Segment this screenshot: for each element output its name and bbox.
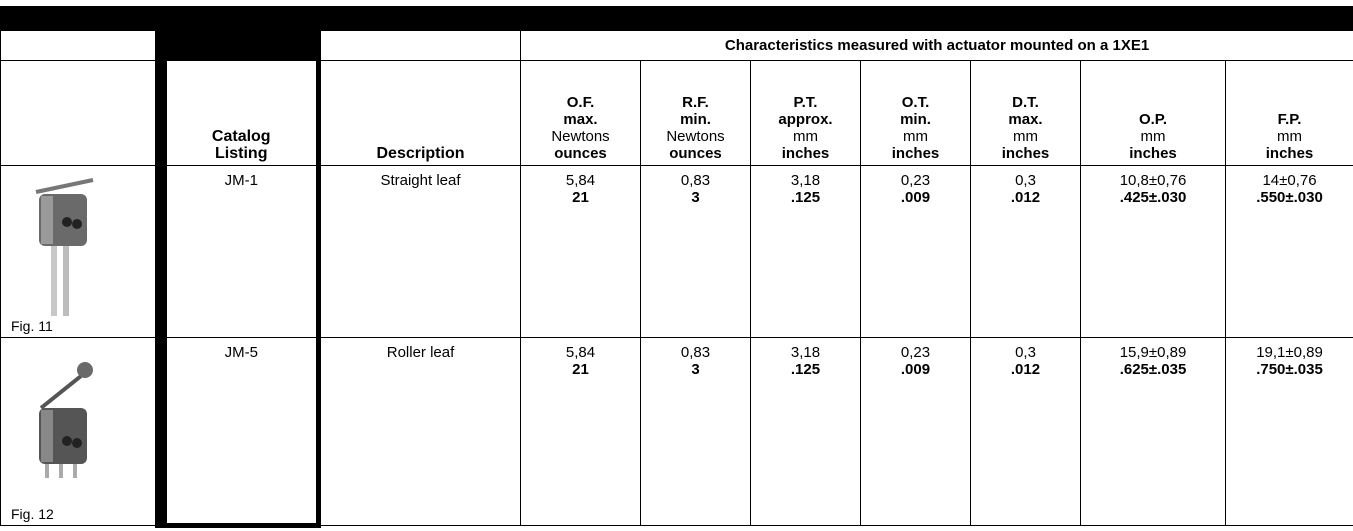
spec-value: 0,23.009 <box>861 338 971 526</box>
spec-qualifier: min. <box>641 111 750 128</box>
metric-value: 0,83 <box>641 172 750 189</box>
metric-unit: Newtons <box>641 128 750 145</box>
spec-value: 3,18.125 <box>751 166 861 338</box>
metric-value: 14±0,76 <box>1226 172 1353 189</box>
catalog-header: Catalog Listing <box>161 61 319 166</box>
imperial-value: 3 <box>641 361 750 378</box>
imperial-value: .425±.030 <box>1081 189 1225 206</box>
spec-table: Characteristics measured with actuator m… <box>0 30 1353 528</box>
spec-value: 15,9±0,89.625±.035 <box>1081 338 1226 526</box>
spec-qualifier: min. <box>861 111 970 128</box>
spec-name: R.F. <box>641 94 750 111</box>
product-image-cell: Fig. 11 <box>1 166 161 338</box>
empty-cell <box>1 61 161 166</box>
spec-name: O.F. <box>521 94 640 111</box>
metric-unit: mm <box>1226 128 1353 145</box>
imperial-value: 21 <box>521 189 640 206</box>
metric-unit: mm <box>1081 128 1225 145</box>
imperial-unit: inches <box>861 145 970 162</box>
metric-value: 19,1±0,89 <box>1226 344 1353 361</box>
imperial-value: .625±.035 <box>1081 361 1225 378</box>
product-image-cell: Fig. 12 <box>1 338 161 526</box>
metric-value: 5,84 <box>521 344 640 361</box>
catalog-header-top <box>161 31 319 61</box>
metric-value: 0,3 <box>971 344 1080 361</box>
imperial-value: .125 <box>751 361 860 378</box>
catalog-header-text: Catalog Listing <box>201 128 281 162</box>
imperial-value: .125 <box>751 189 860 206</box>
metric-value: 3,18 <box>751 172 860 189</box>
empty-cell <box>319 31 521 61</box>
document: Characteristics measured with actuator m… <box>0 6 1353 531</box>
group-header: Characteristics measured with actuator m… <box>521 31 1353 61</box>
imperial-value: .009 <box>861 361 970 378</box>
spec-value: 3,18.125 <box>751 338 861 526</box>
metric-value: 0,3 <box>971 172 1080 189</box>
spec-name: O.P. <box>1081 111 1225 128</box>
spec-value: 0,3.012 <box>971 338 1081 526</box>
imperial-value: 3 <box>641 189 750 206</box>
imperial-value: 21 <box>521 361 640 378</box>
description-cell: Roller leaf <box>319 338 521 526</box>
imperial-unit: inches <box>1081 145 1225 162</box>
imperial-unit: inches <box>971 145 1080 162</box>
spec-name: P.T. <box>751 94 860 111</box>
spec-value: 10,8±0,76.425±.030 <box>1081 166 1226 338</box>
catalog-cell: JM-5 <box>161 338 319 526</box>
imperial-value: .550±.030 <box>1226 189 1353 206</box>
metric-value: 0,83 <box>641 344 750 361</box>
imperial-unit: ounces <box>641 145 750 162</box>
metric-unit: mm <box>971 128 1080 145</box>
spec-name: F.P. <box>1226 111 1353 128</box>
imperial-unit: ounces <box>521 145 640 162</box>
description-cell: Straight leaf <box>319 166 521 338</box>
metric-value: 15,9±0,89 <box>1081 344 1225 361</box>
spec-name: D.T. <box>971 94 1080 111</box>
spec-qualifier: max. <box>971 111 1080 128</box>
imperial-value: .012 <box>971 361 1080 378</box>
spec-value: 0,3.012 <box>971 166 1081 338</box>
spec-qualifier: max. <box>521 111 640 128</box>
header-bar <box>0 6 1353 30</box>
metric-value: 5,84 <box>521 172 640 189</box>
figure-label: Fig. 12 <box>11 506 54 523</box>
metric-value: 0,23 <box>861 344 970 361</box>
spec-value: 0,23.009 <box>861 166 971 338</box>
metric-unit: mm <box>861 128 970 145</box>
imperial-unit: inches <box>1226 145 1353 162</box>
imperial-value: .009 <box>861 189 970 206</box>
metric-value: 3,18 <box>751 344 860 361</box>
imperial-unit: inches <box>751 145 860 162</box>
spec-qualifier: approx. <box>751 111 860 128</box>
metric-value: 10,8±0,76 <box>1081 172 1225 189</box>
metric-value: 0,23 <box>861 172 970 189</box>
spec-value: 19,1±0,89.750±.035 <box>1226 338 1353 526</box>
empty-cell <box>1 31 161 61</box>
spec-name: O.T. <box>861 94 970 111</box>
spec-value: 14±0,76.550±.030 <box>1226 166 1353 338</box>
catalog-cell: JM-1 <box>161 166 319 338</box>
description-header: Description <box>319 61 521 166</box>
figure-label: Fig. 11 <box>11 318 53 335</box>
imperial-value: .750±.035 <box>1226 361 1353 378</box>
imperial-value: .012 <box>971 189 1080 206</box>
metric-unit: mm <box>751 128 860 145</box>
metric-unit: Newtons <box>521 128 640 145</box>
